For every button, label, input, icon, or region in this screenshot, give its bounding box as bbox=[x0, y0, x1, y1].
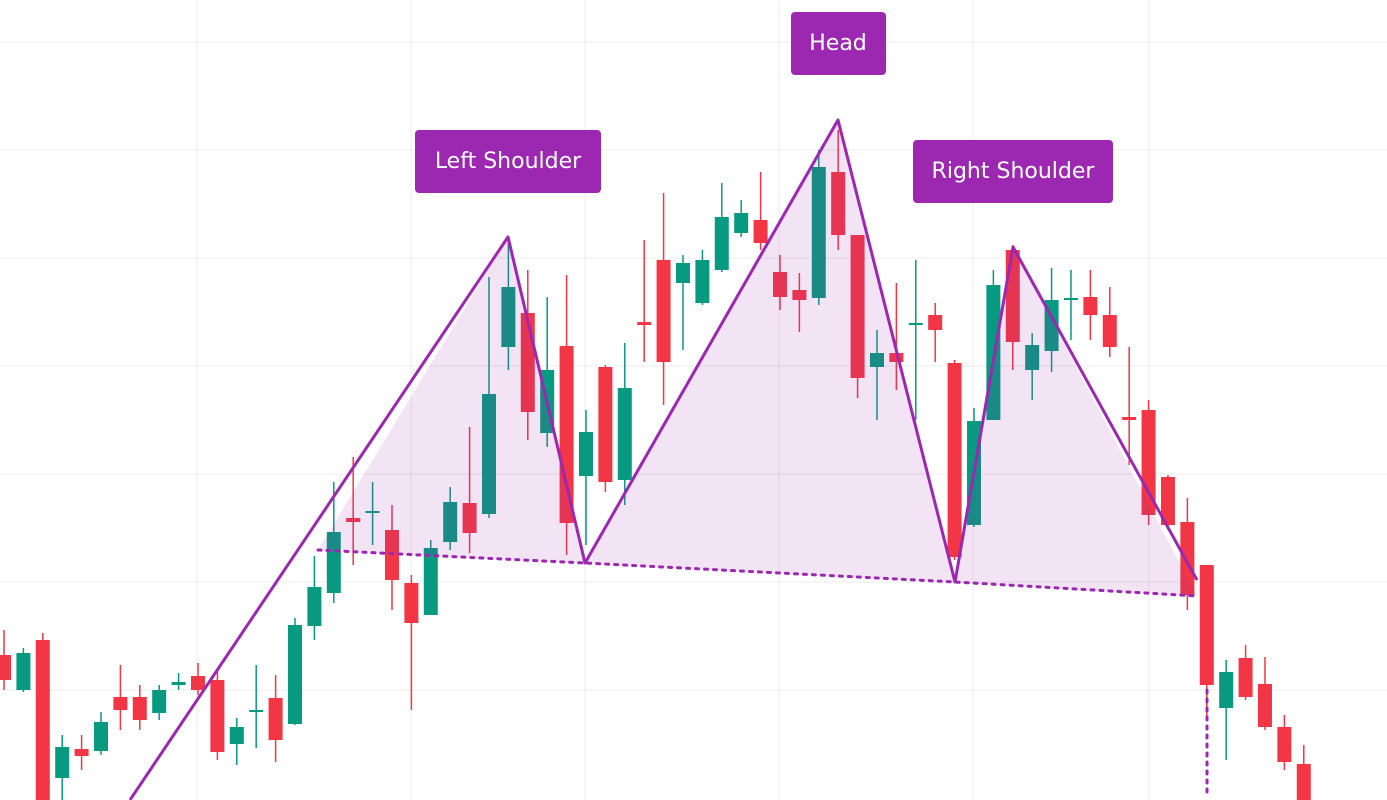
candle-body bbox=[734, 213, 749, 233]
candle-body bbox=[695, 260, 710, 303]
candle-body bbox=[93, 722, 108, 751]
label-box bbox=[415, 130, 601, 193]
candle-body bbox=[598, 367, 613, 482]
candle-body bbox=[714, 217, 729, 270]
candle-body bbox=[404, 583, 419, 623]
candle-body bbox=[831, 172, 846, 235]
candle-body bbox=[210, 680, 225, 752]
candle-body bbox=[113, 697, 128, 710]
candle-body bbox=[35, 640, 50, 800]
candle-body bbox=[481, 394, 496, 514]
candle-body bbox=[1277, 727, 1292, 762]
candle-body bbox=[1122, 417, 1137, 420]
candle-body bbox=[229, 727, 244, 744]
candle-body bbox=[792, 290, 807, 300]
candle-body bbox=[132, 697, 147, 720]
candle-body bbox=[559, 346, 574, 523]
candle-body bbox=[171, 682, 186, 685]
candle-body bbox=[1025, 345, 1040, 370]
candle-body bbox=[16, 653, 31, 690]
candle-body bbox=[637, 322, 652, 325]
pattern-overlay: Left Shoulder Head Right Shoulder bbox=[128, 12, 1209, 800]
annotation: Right Shoulder bbox=[932, 159, 1096, 184]
label-box bbox=[791, 12, 886, 75]
annotation: Head bbox=[809, 31, 867, 56]
candle-body bbox=[753, 220, 768, 243]
candle-body bbox=[74, 749, 89, 756]
candle-body bbox=[1160, 477, 1175, 525]
candle-body bbox=[268, 698, 283, 740]
candle-body bbox=[307, 587, 322, 626]
candle-body bbox=[0, 655, 11, 680]
candle-body bbox=[152, 690, 167, 713]
candle-body bbox=[578, 432, 593, 476]
candle-body bbox=[1102, 315, 1117, 347]
candle-body bbox=[190, 676, 205, 690]
candle-body bbox=[1296, 764, 1311, 800]
candle-body bbox=[346, 518, 361, 522]
candle-body bbox=[365, 511, 380, 513]
candle-body bbox=[1199, 565, 1214, 685]
candle-body bbox=[55, 747, 70, 778]
candle-body bbox=[675, 263, 690, 283]
candle-body bbox=[617, 388, 632, 480]
candle-body bbox=[1063, 298, 1078, 300]
candle-body bbox=[811, 167, 826, 298]
pattern-line bbox=[128, 118, 1199, 800]
annotation: Left Shoulder bbox=[435, 149, 582, 174]
candle-body bbox=[1238, 658, 1253, 697]
candle-body bbox=[1083, 297, 1098, 315]
candle-body bbox=[443, 502, 458, 542]
candle-body bbox=[908, 323, 923, 325]
candle-body bbox=[423, 548, 438, 615]
candle-body bbox=[869, 353, 884, 367]
candle-body bbox=[656, 260, 671, 362]
candle-body bbox=[1180, 522, 1195, 595]
candle-body bbox=[326, 532, 341, 593]
candle-body bbox=[889, 353, 904, 362]
candle-body bbox=[1257, 684, 1272, 727]
candle-body bbox=[287, 625, 302, 724]
candle-body bbox=[850, 235, 865, 378]
pattern-shade bbox=[318, 120, 1197, 596]
candle-body bbox=[501, 287, 516, 347]
candle-body bbox=[462, 503, 477, 533]
candle-body bbox=[249, 710, 264, 712]
label-box bbox=[913, 140, 1113, 203]
candle-body bbox=[772, 272, 787, 297]
candle-body bbox=[947, 363, 962, 557]
neckline bbox=[316, 548, 1199, 598]
candle-body bbox=[928, 315, 943, 330]
candle-body bbox=[1219, 672, 1234, 708]
